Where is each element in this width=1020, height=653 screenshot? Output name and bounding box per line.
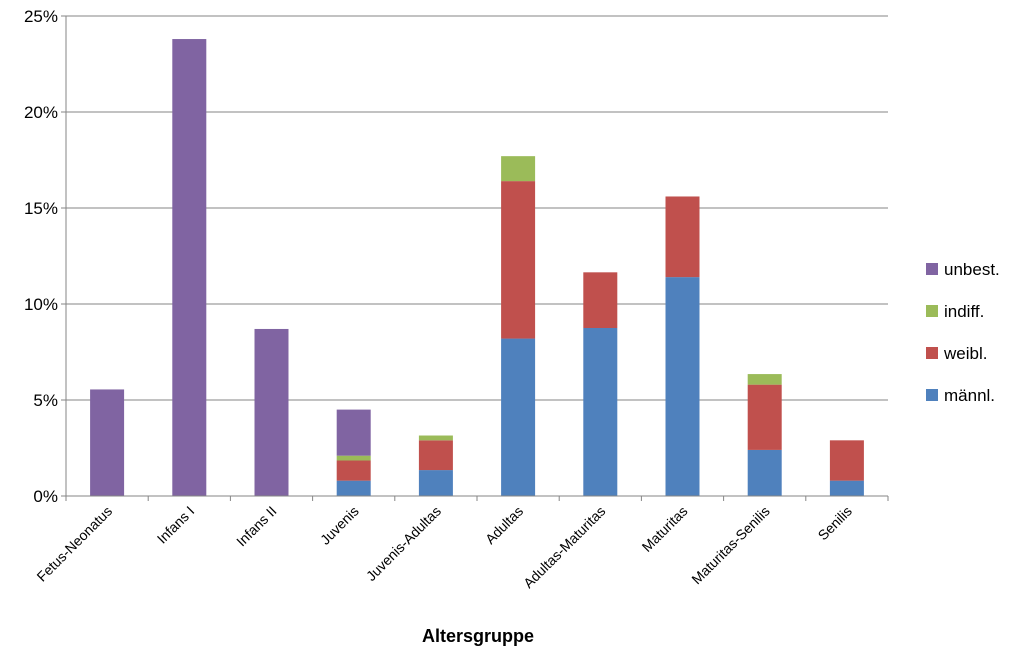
bar-segment <box>583 272 618 328</box>
legend-label: männl. <box>944 386 995 405</box>
bar-segment <box>501 338 536 496</box>
x-tick-label: Maturitas-Senilis <box>688 503 772 587</box>
y-tick-label: 10% <box>24 295 58 314</box>
bar-segment <box>583 328 618 496</box>
bar-segment <box>747 374 782 385</box>
bar-segment <box>336 480 371 496</box>
bar-segment <box>747 384 782 450</box>
y-tick-label: 20% <box>24 103 58 122</box>
bar-layer <box>90 39 864 496</box>
axis-layer: 0% 5% 10% 15% 20% 25% Fetus-Neonatus Infans I In… <box>24 7 889 591</box>
x-tick-label: Infans II <box>233 503 280 550</box>
bar-segment <box>665 196 700 278</box>
x-tick-label: Adultas <box>482 503 526 547</box>
legend-swatch <box>926 347 938 359</box>
y-tick-label: 5% <box>33 391 58 410</box>
bar-segment <box>829 480 864 496</box>
x-tick-label: Infans I <box>154 503 198 547</box>
bar-segment <box>336 455 371 461</box>
bar-segment <box>501 181 536 339</box>
bar-segment <box>336 460 371 481</box>
legend-swatch <box>926 263 938 275</box>
x-tick-label: Juvenis <box>317 503 362 548</box>
bar-segment <box>336 409 371 456</box>
bar-segment <box>90 389 125 496</box>
bar-segment <box>418 435 453 441</box>
x-tick-label: Fetus-Neonatus <box>33 503 115 585</box>
bar-segment <box>747 449 782 496</box>
bar-segment <box>665 277 700 496</box>
legend-label: unbest. <box>944 260 1000 279</box>
x-tick-label: Adultas-Maturitas <box>520 503 608 591</box>
bar-segment <box>829 440 864 481</box>
x-tick-label: Maturitas <box>639 503 691 555</box>
legend-swatch <box>926 389 938 401</box>
x-tick-label: Senilis <box>815 503 855 543</box>
y-tick-label: 15% <box>24 199 58 218</box>
x-tick-label: Juvenis-Adultas <box>363 503 444 584</box>
legend-swatch <box>926 305 938 317</box>
legend-label: indiff. <box>944 302 984 321</box>
bar-segment <box>418 470 453 496</box>
bar-segment <box>254 328 289 496</box>
bar-segment <box>501 156 536 182</box>
y-tick-label: 25% <box>24 7 58 26</box>
x-axis-title: Altersgruppe <box>422 626 534 646</box>
bar-segment <box>172 39 207 496</box>
y-tick-label: 0% <box>33 487 58 506</box>
bar-segment <box>418 440 453 471</box>
legend-label: weibl. <box>943 344 987 363</box>
legend: unbest. indiff. weibl. männl. <box>926 260 1000 405</box>
